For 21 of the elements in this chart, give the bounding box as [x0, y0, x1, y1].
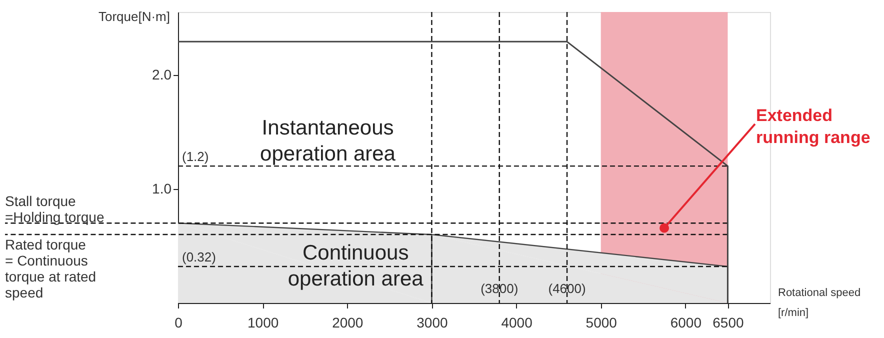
y-tick-label: 2.0: [152, 66, 172, 82]
x-tick-label: 5000: [586, 314, 618, 330]
band-label: Extended running range: [756, 106, 870, 147]
ref-line-label: (0.32): [182, 249, 216, 264]
x-tick-label: 0: [174, 314, 183, 330]
x-tick-label: 2000: [332, 314, 364, 330]
y-axis-title: Torque[N·m]: [98, 9, 170, 24]
annotation: Continuous operation area: [288, 242, 424, 291]
annotation: Instantaneous operation area: [260, 116, 396, 166]
annotation: Stall torque =Holding torque: [5, 193, 104, 226]
x-axis-title: Rotational speed [r/min]: [778, 287, 861, 319]
x-tick-label: 1000: [247, 314, 279, 330]
ref-line-label: (1.2): [182, 149, 209, 164]
x-tick-label: 4000: [501, 314, 533, 330]
ref-line-label: (3800): [480, 281, 518, 296]
y-tick-label: 1.0: [152, 180, 172, 196]
x-tick-label: 6500: [712, 314, 744, 330]
x-tick-label: 3000: [416, 314, 448, 330]
ref-line-label: (4600): [548, 281, 586, 296]
x-tick-label: 6000: [670, 314, 702, 330]
annotation: Rated torque = Continuous torque at rated speed: [5, 236, 96, 301]
